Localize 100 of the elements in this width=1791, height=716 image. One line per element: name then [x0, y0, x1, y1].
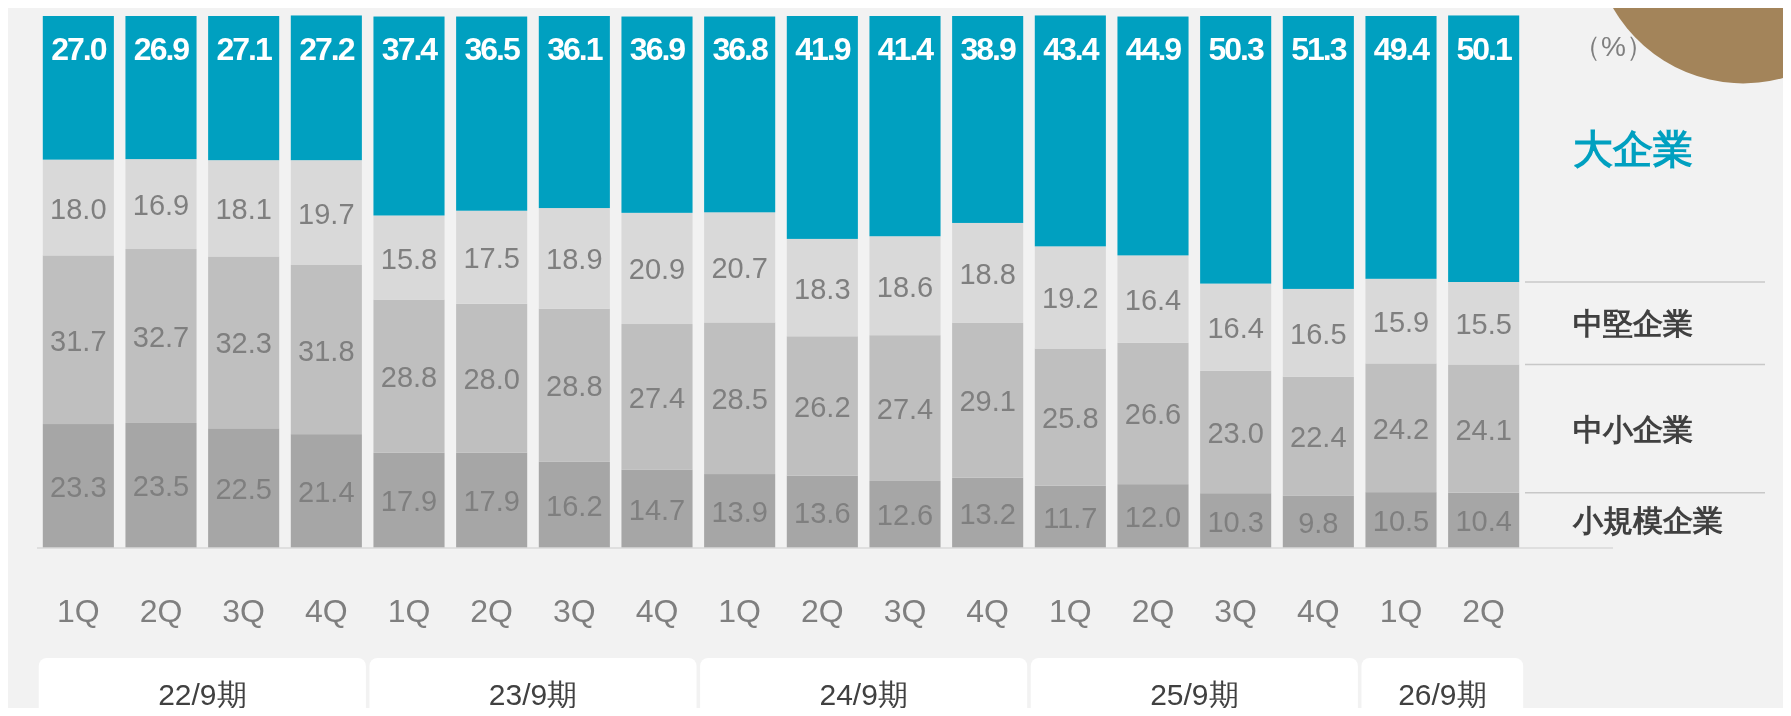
data-label: 27.0: [51, 31, 107, 67]
x-tick-label: 1Q: [56, 593, 100, 629]
bar: [704, 474, 776, 548]
x-tick-label: 3Q: [883, 593, 927, 629]
x-tick-label: 2Q: [1131, 593, 1175, 629]
x-tick-label: 4Q: [1296, 593, 1340, 629]
bar: [290, 264, 362, 435]
data-label: 15.8: [380, 242, 438, 275]
data-label: 18.1: [215, 193, 272, 226]
bar: [869, 480, 941, 548]
bar: [125, 159, 197, 250]
bar: [456, 16, 528, 211]
data-label: 32.7: [132, 321, 190, 353]
bar: [373, 215, 445, 300]
x-tick-label: 2Q: [470, 593, 514, 629]
series-label: 小規模企業: [1572, 504, 1723, 538]
data-label: 15.5: [1455, 308, 1512, 341]
bar: [1117, 342, 1189, 485]
bar: [704, 16, 776, 213]
data-label: 27.4: [628, 381, 686, 414]
bar: [1365, 278, 1437, 364]
bar: [704, 212, 776, 323]
data-label: 17.5: [463, 242, 520, 275]
data-label: 28.5: [711, 383, 768, 416]
data-label: 31.8: [298, 334, 355, 367]
text: 23/9期: [488, 678, 578, 711]
bar: [1200, 16, 1272, 284]
x-tick-label: 3Q: [1214, 593, 1258, 629]
data-label: 16.4: [1207, 312, 1264, 345]
data-label: 18.6: [876, 270, 934, 303]
data-label: 16.5: [1290, 317, 1347, 350]
x-tick-label: 2Q: [1462, 593, 1506, 629]
data-label: 44.9: [1125, 31, 1182, 67]
bar: [42, 159, 114, 256]
bar: [1282, 376, 1354, 496]
bar: [456, 452, 528, 548]
bar: [456, 303, 528, 453]
data-label: 18.0: [50, 192, 107, 225]
bar: [456, 210, 528, 304]
bar: [952, 322, 1024, 478]
bar: [1365, 363, 1437, 493]
bar: [1117, 255, 1189, 343]
bar: [1282, 288, 1354, 377]
x-tick-label: 4Q: [635, 593, 679, 629]
bar: [704, 322, 776, 475]
data-label: 15.9: [1372, 306, 1430, 339]
data-label: 32.3: [215, 327, 272, 360]
bar: [1117, 16, 1189, 256]
bar: [621, 324, 693, 470]
x-tick-label: 2Q: [139, 593, 183, 629]
bar: [1448, 282, 1520, 365]
data-label: 23.0: [1207, 417, 1264, 450]
bar: [42, 424, 114, 548]
x-tick-label: 1Q: [1048, 593, 1092, 629]
bar: [786, 238, 858, 337]
bar: [538, 308, 610, 462]
data-label: 41.4: [877, 31, 935, 67]
data-label: 19.2: [1042, 282, 1099, 315]
bar: [125, 16, 197, 160]
text: 22/9期: [158, 678, 247, 711]
bar: [373, 299, 445, 453]
data-label: 16.4: [1124, 284, 1182, 317]
data-label: 28.8: [380, 361, 438, 394]
bar: [538, 16, 610, 209]
text: 25/9期: [1150, 678, 1239, 711]
data-label: 36.8: [712, 31, 769, 67]
data-label: 41.9: [795, 31, 851, 67]
data-label: 20.9: [628, 253, 686, 286]
bar: [538, 208, 610, 309]
data-label: 26.2: [794, 390, 851, 423]
data-label: 36.5: [464, 31, 521, 67]
x-tick-label: 4Q: [966, 593, 1010, 629]
x-tick-label: 1Q: [718, 593, 762, 629]
x-tick-label: 3Q: [552, 593, 596, 629]
bar: [208, 256, 280, 429]
data-label: 36.9: [629, 31, 686, 67]
data-label: 49.4: [1373, 31, 1431, 67]
bar: [290, 160, 362, 265]
bar: [125, 422, 197, 548]
bar: [786, 336, 858, 476]
data-label: 18.8: [959, 257, 1016, 290]
x-tick-label: 1Q: [1379, 593, 1423, 629]
text: 26/9期: [1398, 678, 1487, 711]
bar: [869, 16, 941, 237]
data-label: 24.2: [1372, 412, 1430, 445]
data-label: 43.4: [1043, 31, 1100, 67]
bar: [1365, 16, 1437, 279]
data-label: 50.3: [1208, 31, 1265, 67]
bar: [952, 222, 1024, 323]
series-label: 中堅企業: [1573, 307, 1693, 341]
bar: [621, 469, 693, 548]
data-label: 28.0: [463, 363, 520, 396]
bar: [1200, 370, 1272, 494]
y-axis-title: （%）: [1573, 31, 1654, 62]
data-label: 19.7: [298, 197, 355, 230]
bar: [538, 461, 610, 548]
data-label: 36.1: [547, 31, 603, 67]
bar: [208, 16, 280, 161]
x-tick-label: 4Q: [304, 593, 348, 629]
x-tick-label: 2Q: [800, 593, 844, 629]
